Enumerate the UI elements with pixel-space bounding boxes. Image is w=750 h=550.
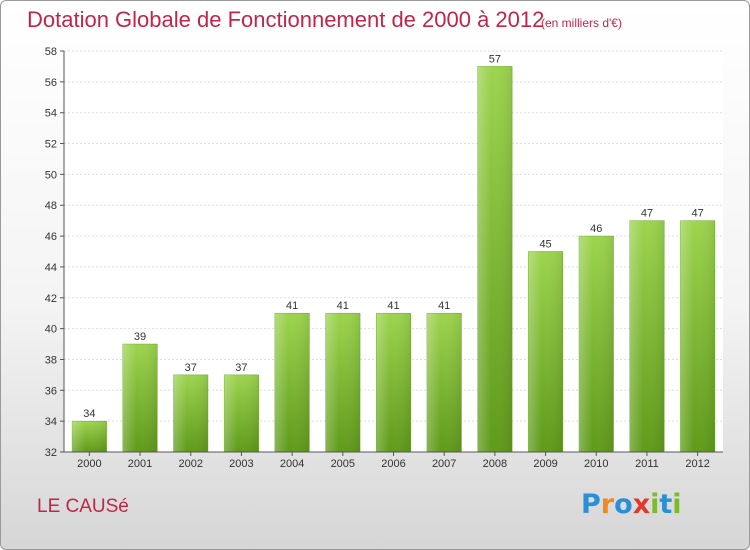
logo-letter: P [581, 489, 601, 520]
logo-letter: t [659, 489, 673, 520]
bar-shine [122, 344, 158, 452]
data-label: 47 [641, 208, 653, 220]
bar-shine [680, 220, 715, 452]
data-label: 41 [438, 300, 450, 312]
data-label: 41 [337, 300, 349, 312]
data-label: 46 [590, 223, 602, 235]
y-tick-label: 48 [45, 200, 57, 212]
bar-shine [426, 313, 462, 452]
data-label: 41 [387, 300, 399, 312]
bar-shine [72, 421, 107, 452]
y-tick-label: 40 [45, 324, 57, 336]
y-tick-label: 54 [45, 108, 57, 120]
x-tick-label: 2011 [635, 458, 659, 470]
bar-shine [325, 313, 361, 452]
y-tick-label: 38 [45, 354, 57, 366]
bar-shine [579, 236, 614, 452]
data-label: 41 [286, 300, 298, 312]
x-tick-label: 2008 [483, 458, 507, 470]
x-tick-label: 2005 [331, 458, 355, 470]
bar-shine [528, 251, 563, 452]
data-label: 47 [692, 208, 704, 220]
y-tick-label: 52 [45, 139, 57, 151]
chart-title: Dotation Globale de Fonctionnement de 20… [27, 7, 545, 32]
bar-shine [274, 313, 310, 452]
proxiti-logo: Proxiti [581, 489, 682, 520]
y-tick-label: 34 [45, 416, 57, 428]
bar-shine [173, 374, 208, 452]
x-tick-label: 2012 [685, 458, 709, 470]
logo-letter: x [632, 489, 651, 520]
x-tick-label: 2006 [381, 458, 405, 470]
x-tick-label: 2001 [128, 458, 152, 470]
chart-subtitle: (en milliers d'€) [541, 16, 622, 30]
data-label: 39 [134, 331, 146, 343]
data-label: 37 [235, 362, 247, 374]
x-tick-label: 2009 [533, 458, 557, 470]
y-tick-label: 44 [45, 262, 57, 274]
logo-letter: i [650, 489, 660, 520]
x-tick-label: 2002 [178, 458, 202, 470]
data-label: 34 [83, 408, 95, 420]
logo-letter: i [672, 489, 682, 520]
y-tick-label: 46 [45, 231, 57, 243]
y-tick-label: 50 [45, 169, 57, 181]
x-tick-label: 2000 [77, 458, 101, 470]
x-tick-label: 2007 [432, 458, 456, 470]
y-tick-label: 42 [45, 293, 57, 305]
bar-shine [629, 220, 665, 452]
data-label: 45 [539, 239, 551, 251]
x-tick-label: 2010 [584, 458, 608, 470]
bar-shine [224, 374, 259, 452]
y-tick-label: 58 [45, 46, 57, 58]
x-tick-label: 2004 [280, 458, 304, 470]
data-label: 37 [185, 362, 197, 374]
x-tick-label: 2003 [229, 458, 253, 470]
data-label: 57 [489, 53, 501, 65]
y-tick-label: 32 [45, 447, 57, 459]
commune-name: LE CAUSé [37, 496, 129, 517]
bar-shine [477, 66, 513, 452]
logo-letter: o [614, 489, 633, 520]
bar-shine [376, 313, 411, 452]
y-tick-label: 56 [45, 77, 57, 89]
y-tick-label: 36 [45, 385, 57, 397]
logo-letter: r [600, 489, 615, 520]
